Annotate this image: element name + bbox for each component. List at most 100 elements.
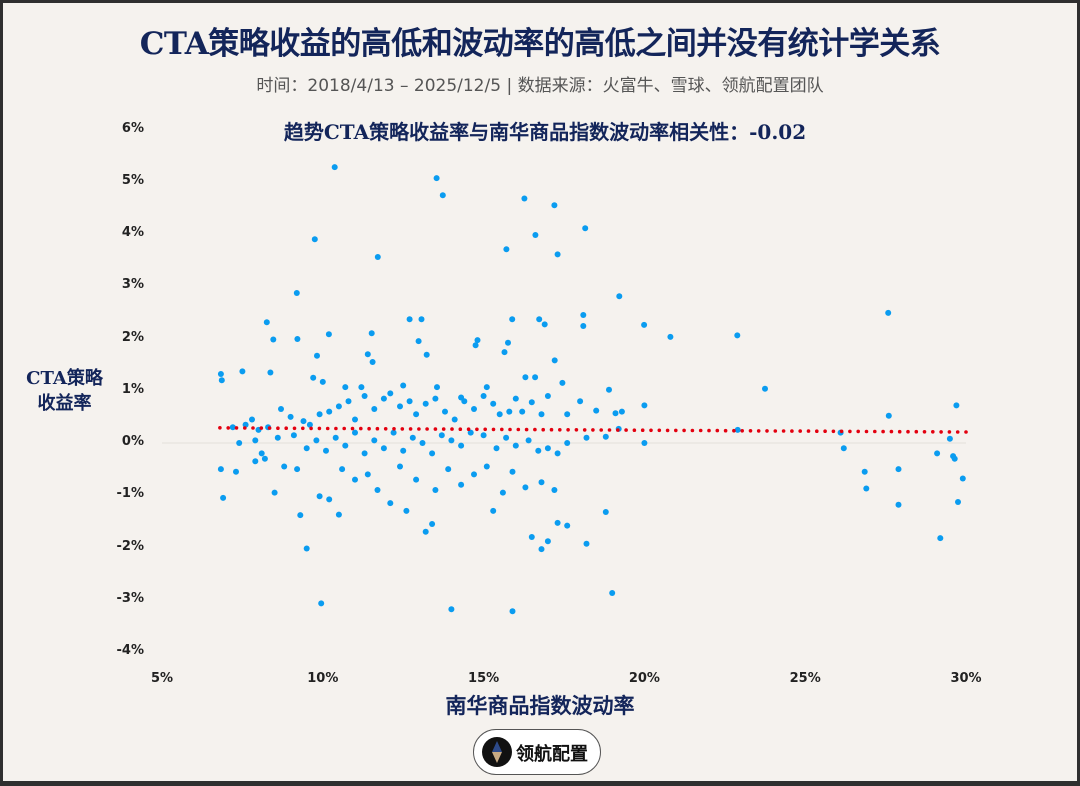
trend-dot [823, 429, 827, 434]
x-tick-label: 10% [307, 671, 339, 686]
data-point [667, 333, 674, 340]
trend-dot [466, 427, 471, 432]
trend-dot [889, 429, 894, 434]
data-point [267, 369, 274, 376]
data-point [316, 493, 323, 500]
data-point [236, 440, 243, 446]
data-point [501, 349, 508, 356]
trend-dot [607, 428, 612, 432]
trend-dot [359, 426, 363, 431]
x-tick-label: 25% [789, 671, 821, 686]
y-tick-label: -3% [116, 590, 144, 606]
x-axis-label: 南华商品指数波动率 [445, 693, 635, 718]
data-point [472, 342, 479, 349]
data-point [946, 435, 953, 442]
data-point [306, 421, 313, 428]
data-point [374, 487, 381, 493]
data-point [319, 378, 326, 385]
y-tick-label: 1% [121, 381, 144, 397]
data-point [278, 406, 284, 412]
data-point [274, 434, 281, 441]
y-tick-label: 5% [121, 172, 144, 188]
trend-dot [400, 427, 405, 431]
data-point [318, 600, 325, 607]
x-tick-label: 5% [150, 671, 174, 686]
trend-dot [334, 426, 338, 431]
trend-dot [392, 427, 396, 431]
trend-dot [947, 430, 952, 434]
data-point [418, 316, 425, 323]
data-point [310, 374, 317, 381]
data-point [474, 337, 481, 344]
data-point [609, 590, 616, 596]
data-point [371, 437, 378, 444]
data-point [400, 382, 407, 389]
x-tick-label: 20% [628, 671, 660, 686]
data-point [937, 535, 944, 542]
data-point [564, 411, 571, 418]
data-point [734, 426, 741, 433]
data-point [934, 450, 941, 457]
data-point [335, 403, 342, 410]
data-point [432, 395, 439, 402]
data-point [503, 246, 510, 253]
trend-dot [632, 428, 637, 433]
data-point [422, 400, 429, 407]
data-point [358, 384, 365, 391]
data-point [220, 494, 227, 501]
trend-dot [682, 428, 686, 433]
data-point [525, 437, 532, 444]
data-point [335, 511, 342, 518]
data-point [895, 501, 902, 508]
trend-dot [458, 427, 463, 432]
trend-dot [276, 426, 280, 431]
data-point [551, 202, 558, 209]
data-point [429, 521, 436, 527]
trend-dot [408, 427, 413, 431]
data-point [554, 450, 561, 457]
trend-dot [856, 429, 860, 434]
trend-dot [259, 426, 264, 430]
trend-dot [491, 427, 496, 432]
data-point [641, 440, 648, 446]
data-point [483, 463, 490, 470]
trend-line [218, 426, 968, 434]
trend-dot [533, 427, 537, 432]
brand-name: 领航配置 [516, 744, 588, 765]
trend-dot [251, 426, 255, 430]
data-point [316, 411, 323, 418]
data-point [483, 384, 490, 391]
data-point [325, 331, 332, 338]
data-point [397, 463, 403, 470]
data-point [368, 330, 375, 337]
data-point [490, 507, 497, 514]
data-point [270, 336, 277, 343]
data-point [332, 434, 339, 441]
data-point [439, 192, 446, 199]
trend-dot [433, 427, 438, 431]
data-point [551, 357, 558, 364]
trend-dot [740, 429, 744, 433]
data-point [415, 338, 422, 345]
trend-dot [698, 428, 703, 433]
data-point [885, 309, 892, 316]
trend-dot [715, 428, 720, 433]
data-point [409, 434, 416, 441]
trend-dot [243, 426, 247, 430]
data-point [583, 434, 590, 441]
data-point [734, 332, 741, 339]
data-point [217, 371, 224, 377]
trend-dot [806, 429, 811, 433]
data-point [538, 546, 545, 553]
data-point [294, 336, 301, 342]
data-point [602, 433, 609, 440]
data-point [297, 512, 304, 519]
trend-dot [665, 428, 670, 433]
data-point [536, 316, 543, 323]
data-point [480, 432, 487, 439]
brand-logo: 领航配置 [473, 729, 601, 775]
data-point [471, 471, 477, 478]
trend-dot [964, 430, 968, 434]
data-point [339, 466, 346, 473]
compass-icon [482, 737, 512, 767]
